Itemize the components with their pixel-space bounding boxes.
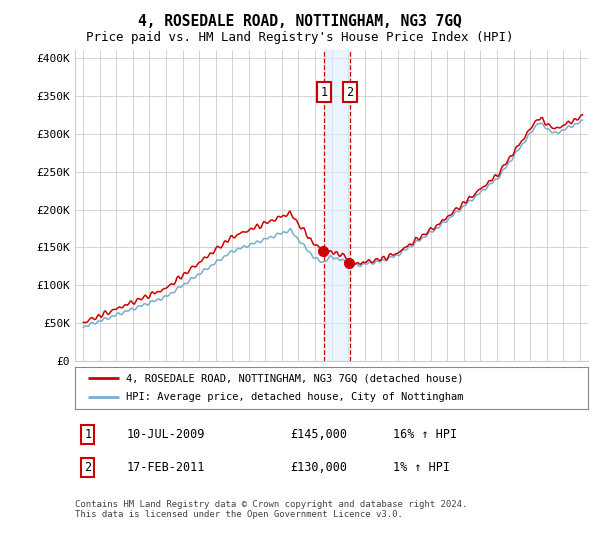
Bar [324,50,350,361]
Text: 1% ↑ HPI: 1% ↑ HPI [393,461,450,474]
Text: £145,000: £145,000 [290,428,347,441]
Text: 4, ROSEDALE ROAD, NOTTINGHAM, NG3 7GQ: 4, ROSEDALE ROAD, NOTTINGHAM, NG3 7GQ [138,14,462,29]
Text: 4, ROSEDALE ROAD, NOTTINGHAM, NG3 7GQ (detached house): 4, ROSEDALE ROAD, NOTTINGHAM, NG3 7GQ (d… [127,373,464,383]
Text: 1: 1 [320,86,327,99]
Text: £130,000: £130,000 [290,461,347,474]
Text: 1: 1 [84,428,91,441]
Text: HPI: Average price, detached house, City of Nottingham: HPI: Average price, detached house, City… [127,393,464,403]
Text: Price paid vs. HM Land Registry's House Price Index (HPI): Price paid vs. HM Land Registry's House … [86,31,514,44]
Text: Contains HM Land Registry data © Crown copyright and database right 2024.
This d: Contains HM Land Registry data © Crown c… [75,500,467,519]
Text: 2: 2 [84,461,91,474]
Text: 17-FEB-2011: 17-FEB-2011 [127,461,205,474]
Text: 16% ↑ HPI: 16% ↑ HPI [393,428,457,441]
Text: 2: 2 [346,86,353,99]
Text: 10-JUL-2009: 10-JUL-2009 [127,428,205,441]
